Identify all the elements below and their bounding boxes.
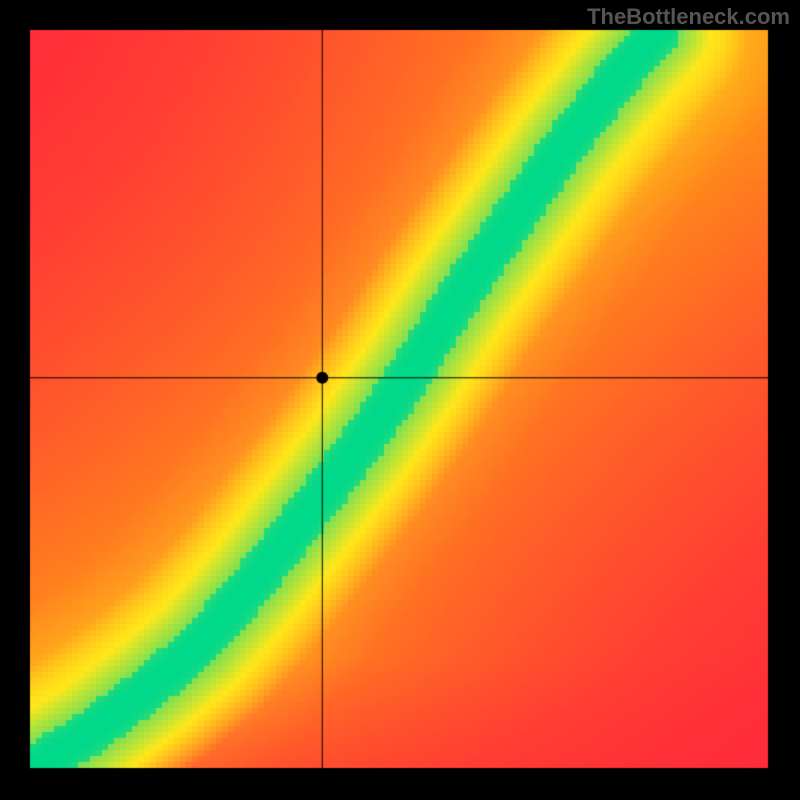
watermark-label: TheBottleneck.com <box>587 4 790 30</box>
chart-container: { "watermark": { "text": "TheBottleneck.… <box>0 0 800 800</box>
heatmap-canvas <box>0 0 800 800</box>
